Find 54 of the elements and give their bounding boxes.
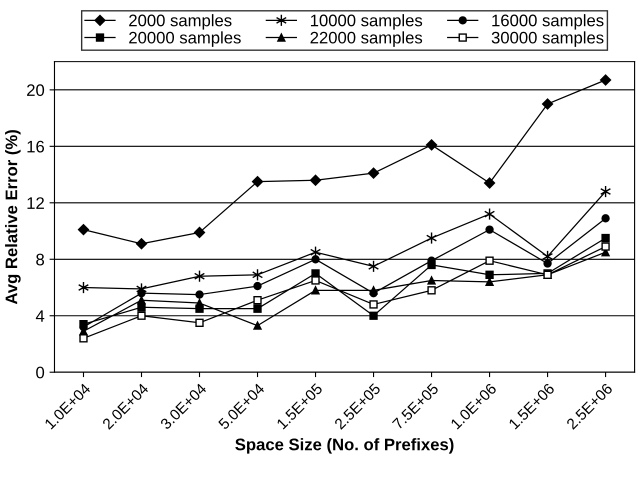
point xyxy=(427,276,436,285)
legend-label: 20000 samples xyxy=(129,31,241,47)
point xyxy=(253,321,262,330)
point xyxy=(137,288,146,298)
point xyxy=(195,290,204,299)
point xyxy=(485,270,494,279)
point xyxy=(601,234,610,242)
y-tick-label: 12 xyxy=(27,197,44,209)
point xyxy=(369,312,378,320)
point xyxy=(484,208,496,220)
point xyxy=(601,242,610,251)
point xyxy=(427,286,436,294)
y-tick-label: 0 xyxy=(36,366,44,378)
y-axis-title: Avg Relative Error (%) xyxy=(5,130,21,304)
point xyxy=(253,296,262,304)
point xyxy=(79,334,88,342)
point xyxy=(600,185,612,198)
point xyxy=(137,312,146,320)
point xyxy=(310,174,322,186)
point xyxy=(427,260,436,270)
point xyxy=(485,225,494,234)
y-tick-label: 8 xyxy=(36,254,44,266)
point xyxy=(543,259,552,268)
point xyxy=(78,224,90,236)
y-tick-label: 16 xyxy=(27,140,44,153)
point xyxy=(426,139,438,151)
point xyxy=(311,276,320,285)
point xyxy=(485,256,494,265)
point xyxy=(542,98,554,110)
point xyxy=(253,282,262,290)
point xyxy=(311,286,320,294)
point xyxy=(136,238,148,250)
point xyxy=(253,304,262,313)
point xyxy=(368,168,380,179)
legend-label: 16000 samples xyxy=(492,14,604,30)
point xyxy=(600,74,612,86)
point xyxy=(137,296,146,304)
legend-label: 10000 samples xyxy=(310,14,422,30)
point xyxy=(79,320,88,328)
point xyxy=(195,318,204,327)
point xyxy=(369,300,378,309)
point xyxy=(311,255,320,264)
point xyxy=(369,286,378,294)
legend-label: 22000 samples xyxy=(310,31,422,47)
legend-label: 2000 samples xyxy=(129,14,232,30)
x-axis-title: Space Size (No. of Prefixes) xyxy=(235,438,454,454)
legend-label: 30000 samples xyxy=(492,31,604,47)
point xyxy=(194,226,206,238)
y-tick-label: 20 xyxy=(27,84,44,96)
point xyxy=(252,176,264,188)
point xyxy=(195,298,204,308)
point xyxy=(601,214,610,222)
point xyxy=(484,177,496,189)
y-tick-label: 4 xyxy=(36,310,44,322)
